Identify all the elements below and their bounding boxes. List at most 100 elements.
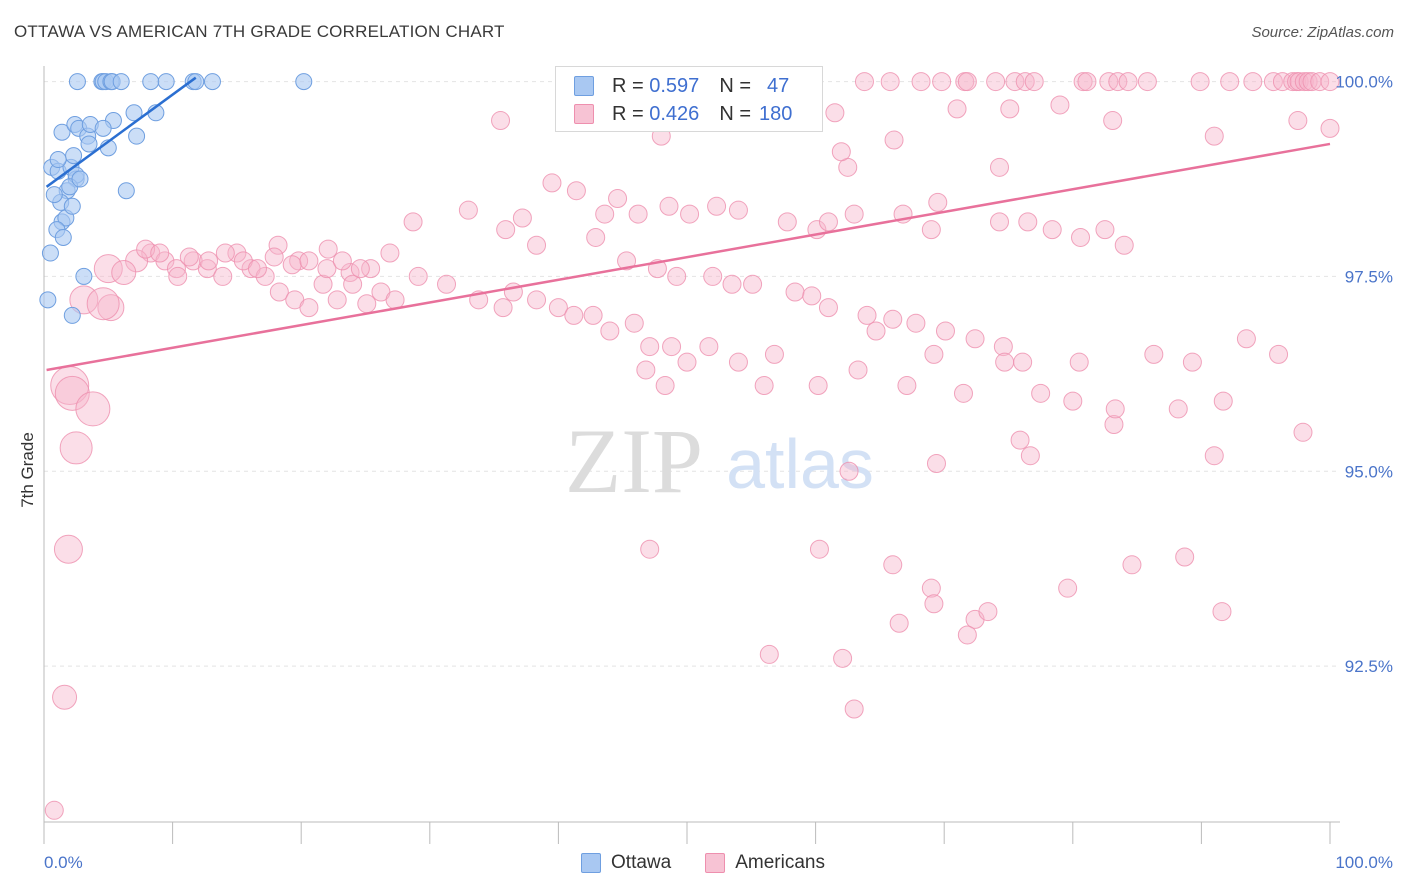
americans-point bbox=[754, 376, 774, 396]
americans-point bbox=[989, 157, 1009, 177]
americans-point bbox=[866, 321, 886, 341]
x-tick-label: 0.0% bbox=[44, 853, 83, 872]
ottawa-n-value: 47 bbox=[767, 74, 790, 97]
americans-point bbox=[932, 72, 952, 92]
americans-point bbox=[947, 99, 967, 119]
americans-point bbox=[1071, 227, 1091, 247]
americans-point bbox=[1212, 602, 1232, 622]
ottawa-point bbox=[65, 147, 83, 165]
americans-point bbox=[197, 259, 217, 279]
ottawa-points bbox=[39, 73, 313, 324]
americans-point bbox=[340, 263, 360, 283]
americans-point bbox=[1320, 72, 1340, 92]
americans-point bbox=[282, 255, 302, 275]
americans-point bbox=[655, 376, 675, 396]
ottawa-trend-line bbox=[45, 76, 197, 188]
americans-point bbox=[586, 227, 606, 247]
americans-point bbox=[608, 188, 628, 208]
americans-point bbox=[1103, 111, 1123, 131]
americans-point bbox=[327, 290, 347, 310]
ottawa-point bbox=[41, 244, 59, 262]
americans-point bbox=[97, 294, 125, 322]
americans-point bbox=[628, 204, 648, 224]
ottawa-point bbox=[187, 73, 205, 91]
americans-point bbox=[640, 337, 660, 357]
legend-row-americans: R = 0.426 N = 180 bbox=[574, 100, 792, 128]
americans-point bbox=[542, 173, 562, 193]
americans-point bbox=[437, 274, 457, 294]
americans-point bbox=[924, 594, 944, 614]
watermark-atlas: atlas bbox=[726, 425, 874, 503]
americans-point bbox=[839, 461, 859, 481]
americans-point bbox=[659, 196, 679, 216]
ottawa-point bbox=[94, 119, 112, 137]
americans-r-label: R = bbox=[612, 102, 644, 125]
ottawa-point bbox=[142, 73, 160, 91]
ottawa-point bbox=[45, 186, 63, 204]
americans-point bbox=[548, 298, 568, 318]
americans-r-value: 0.426 bbox=[649, 102, 700, 125]
americans-point bbox=[1005, 72, 1025, 92]
americans-point bbox=[313, 274, 333, 294]
americans-point bbox=[350, 259, 370, 279]
americans-point bbox=[1000, 99, 1020, 119]
americans-point bbox=[403, 212, 423, 232]
americans-point bbox=[52, 684, 78, 710]
ottawa-point bbox=[63, 306, 81, 324]
americans-point bbox=[777, 212, 797, 232]
americans-point bbox=[1031, 383, 1051, 403]
americans-point bbox=[993, 337, 1013, 357]
americans-point bbox=[1020, 446, 1040, 466]
y-tick-label: 100.0% bbox=[1335, 73, 1393, 92]
americans-point bbox=[1118, 72, 1138, 92]
americans-point bbox=[1182, 352, 1202, 372]
americans-point bbox=[677, 352, 697, 372]
americans-point bbox=[111, 260, 137, 286]
americans-point bbox=[1114, 235, 1134, 255]
ottawa-point bbox=[54, 228, 72, 246]
americans-point bbox=[617, 251, 637, 271]
americans-point bbox=[86, 287, 120, 321]
americans-point bbox=[458, 200, 478, 220]
americans-point bbox=[921, 578, 941, 598]
ottawa-r-label: R = bbox=[612, 74, 644, 97]
americans-point bbox=[357, 294, 377, 314]
americans-point bbox=[957, 72, 977, 92]
trend-lines bbox=[45, 76, 1331, 372]
americans-point bbox=[703, 266, 723, 286]
americans-point bbox=[1095, 220, 1115, 240]
legend-item-ottawa[interactable]: Ottawa bbox=[581, 852, 671, 874]
axes bbox=[43, 66, 1340, 844]
americans-point bbox=[1168, 399, 1188, 419]
ottawa-point bbox=[295, 73, 313, 91]
americans-point bbox=[802, 286, 822, 306]
ottawa-point bbox=[128, 127, 146, 145]
americans-point bbox=[299, 298, 319, 318]
americans-point bbox=[995, 352, 1015, 372]
americans-point bbox=[199, 251, 219, 271]
americans-point bbox=[640, 539, 660, 559]
y-tick-label: 97.5% bbox=[1345, 267, 1393, 286]
americans-point bbox=[1190, 72, 1210, 92]
legend-item-americans[interactable]: Americans bbox=[705, 852, 825, 874]
americans-point bbox=[911, 72, 931, 92]
americans-point bbox=[926, 453, 946, 473]
tick-labels: 92.5% 95.0% 97.5% 100.0% 0.0% 100.0% bbox=[44, 73, 1393, 872]
ottawa-point bbox=[68, 73, 86, 91]
americans-point bbox=[921, 220, 941, 240]
americans-point bbox=[809, 539, 829, 559]
ottawa-point bbox=[117, 182, 135, 200]
americans-point bbox=[318, 239, 338, 259]
americans-point bbox=[255, 266, 275, 286]
americans-point bbox=[883, 309, 903, 329]
americans-point bbox=[179, 247, 199, 267]
americans-point bbox=[496, 220, 516, 240]
americans-point bbox=[831, 142, 851, 162]
americans-point bbox=[1063, 391, 1083, 411]
americans-point bbox=[168, 266, 188, 286]
americans-point bbox=[1204, 126, 1224, 146]
americans-point bbox=[818, 298, 838, 318]
americans-point bbox=[213, 266, 233, 286]
americans-point bbox=[1137, 72, 1157, 92]
